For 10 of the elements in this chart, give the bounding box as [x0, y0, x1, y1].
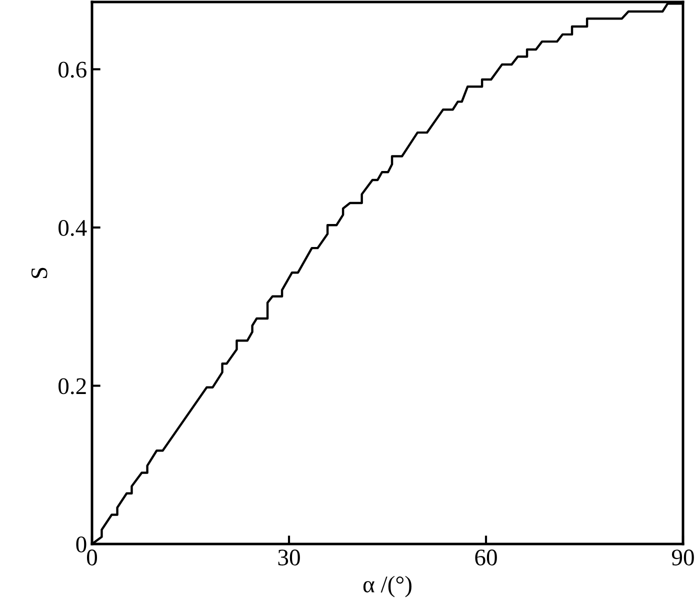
y-axis-title: S [31, 268, 48, 278]
x-tick-label: 90 [672, 550, 694, 566]
x-tick-label: 30 [278, 550, 300, 566]
x-tick-label: 0 [86, 550, 98, 566]
y-tick-label: 0.2 [58, 378, 86, 394]
y-tick-label: 0 [76, 536, 86, 552]
x-axis-title: α /(°) [363, 576, 412, 598]
y-tick-label: 0.4 [58, 220, 87, 236]
x-tick-label: 60 [475, 550, 497, 566]
y-tick-label: 0.6 [58, 62, 86, 78]
